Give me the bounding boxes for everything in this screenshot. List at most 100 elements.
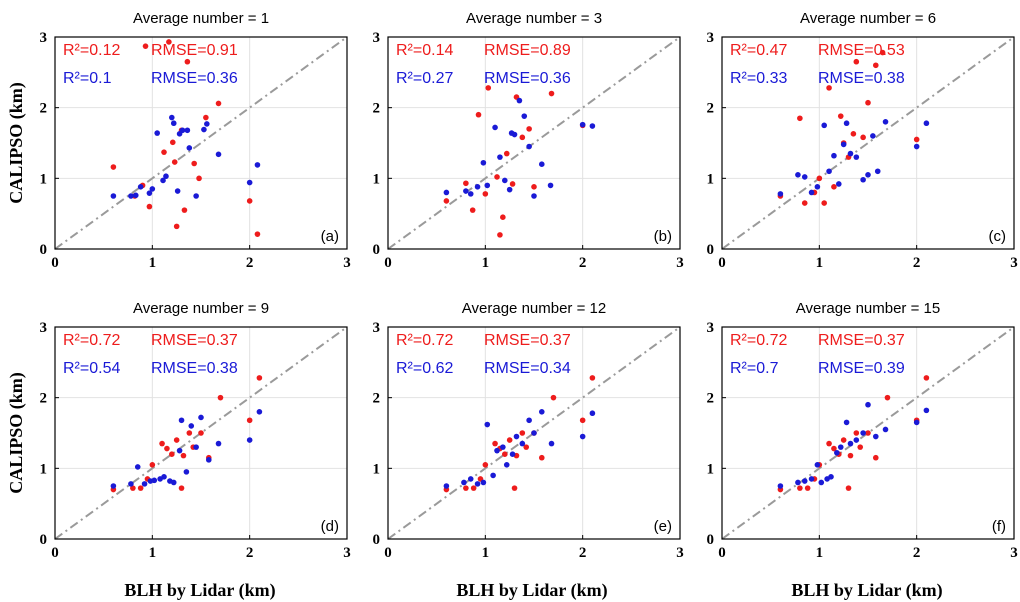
blue-point [502, 177, 508, 184]
red-point [797, 485, 803, 491]
blue-point [836, 181, 842, 187]
blue-point [521, 113, 528, 119]
red-r2-label: R²=0.12 [63, 42, 120, 59]
blue-point [500, 444, 506, 450]
y-tick-label: 0 [40, 532, 48, 548]
blue-point [204, 121, 210, 127]
x-tick-label: 3 [676, 545, 684, 561]
blue-point [913, 419, 920, 426]
blue-point [795, 479, 801, 486]
red-point [180, 452, 187, 459]
y-tick-label: 1 [707, 461, 715, 477]
red-point [191, 160, 197, 167]
plot-frame [721, 36, 1015, 250]
blue-point [467, 476, 474, 482]
blue-point [531, 193, 537, 199]
red-point [831, 445, 837, 452]
red-point [860, 134, 866, 141]
blue-rmse-label: RMSE=0.39 [818, 360, 905, 377]
panel-label: (d) [321, 518, 339, 535]
red-point [801, 200, 808, 206]
blue-point [160, 177, 166, 184]
red-point [171, 159, 178, 165]
y-tick-label: 3 [707, 320, 715, 336]
red-r2-label: R²=0.72 [63, 332, 120, 349]
blue-point [777, 191, 784, 197]
scatter-panel-b: 0 1 2 3 0 1 2 3 Average number = 3 R²=0.14 RMSE=0.… [373, 10, 684, 271]
blue-point [519, 440, 526, 447]
red-rmse-label: RMSE=0.53 [818, 42, 905, 59]
y-tick-label: 2 [707, 101, 715, 117]
plot-frame [54, 326, 348, 540]
x-tick-label: 1 [482, 545, 490, 561]
blue-point [170, 479, 177, 486]
y-tick-label: 2 [707, 391, 715, 407]
panel-title: Average number = 1 [133, 10, 269, 27]
red-point [186, 430, 193, 436]
red-point [196, 175, 202, 182]
panel-label: (a) [321, 228, 339, 245]
red-point [503, 150, 510, 157]
blue-point [163, 173, 169, 180]
blue-point [808, 189, 815, 196]
blue-point [874, 168, 881, 175]
red-point [470, 485, 477, 491]
red-point [797, 115, 803, 122]
red-point [146, 203, 153, 210]
y-tick-label: 0 [373, 242, 381, 258]
blue-point [151, 477, 158, 484]
one-to-one-line [387, 36, 681, 250]
blue-point [847, 440, 854, 447]
x-tick-label: 1 [816, 545, 824, 561]
red-point [475, 111, 482, 118]
blue-point [882, 119, 889, 125]
red-point [485, 85, 492, 91]
blue-point [548, 440, 555, 447]
x-tick-label: 0 [51, 545, 59, 561]
x-tick-label: 3 [1010, 545, 1018, 561]
blue-point [169, 114, 175, 121]
x-tick-label: 0 [51, 255, 59, 271]
red-point [865, 99, 871, 106]
blue-point [882, 426, 889, 433]
blue-point [132, 192, 139, 199]
y-tick-label: 3 [707, 30, 715, 46]
red-point [142, 43, 149, 49]
blue-point [201, 126, 207, 133]
red-point [538, 454, 545, 461]
y-tick-label: 3 [40, 30, 48, 46]
red-point [853, 58, 860, 65]
x-tick-label: 2 [579, 545, 587, 561]
blue-point [503, 462, 510, 468]
blue-point [831, 152, 837, 159]
red-point [923, 375, 930, 381]
panel-title: Average number = 9 [133, 300, 269, 317]
blue-r2-label: R²=0.62 [396, 360, 453, 377]
blue-rmse-label: RMSE=0.36 [151, 70, 238, 87]
red-point [254, 231, 261, 237]
x-tick-label: 3 [343, 255, 351, 271]
red-point [879, 49, 886, 56]
blue-point [149, 186, 156, 192]
blue-point [474, 184, 481, 190]
blue-point [513, 433, 520, 440]
blue-point [801, 478, 808, 484]
red-point [509, 181, 516, 187]
red-point [831, 184, 837, 190]
panel-label: (c) [989, 228, 1007, 245]
red-point [506, 437, 513, 443]
red-point [246, 417, 253, 424]
red-point [178, 485, 185, 491]
red-point [203, 114, 209, 121]
y-tick-label: 1 [373, 461, 381, 477]
y-tick-label: 2 [373, 101, 381, 117]
panel-title: Average number = 6 [800, 10, 936, 27]
blue-point [923, 407, 930, 414]
blue-point [511, 131, 518, 138]
blue-point [853, 437, 860, 443]
blue-point [461, 479, 467, 486]
blue-point [834, 449, 840, 456]
panel-title: Average number = 3 [466, 10, 602, 27]
blue-point [134, 464, 141, 470]
x-tick-label: 2 [246, 545, 254, 561]
